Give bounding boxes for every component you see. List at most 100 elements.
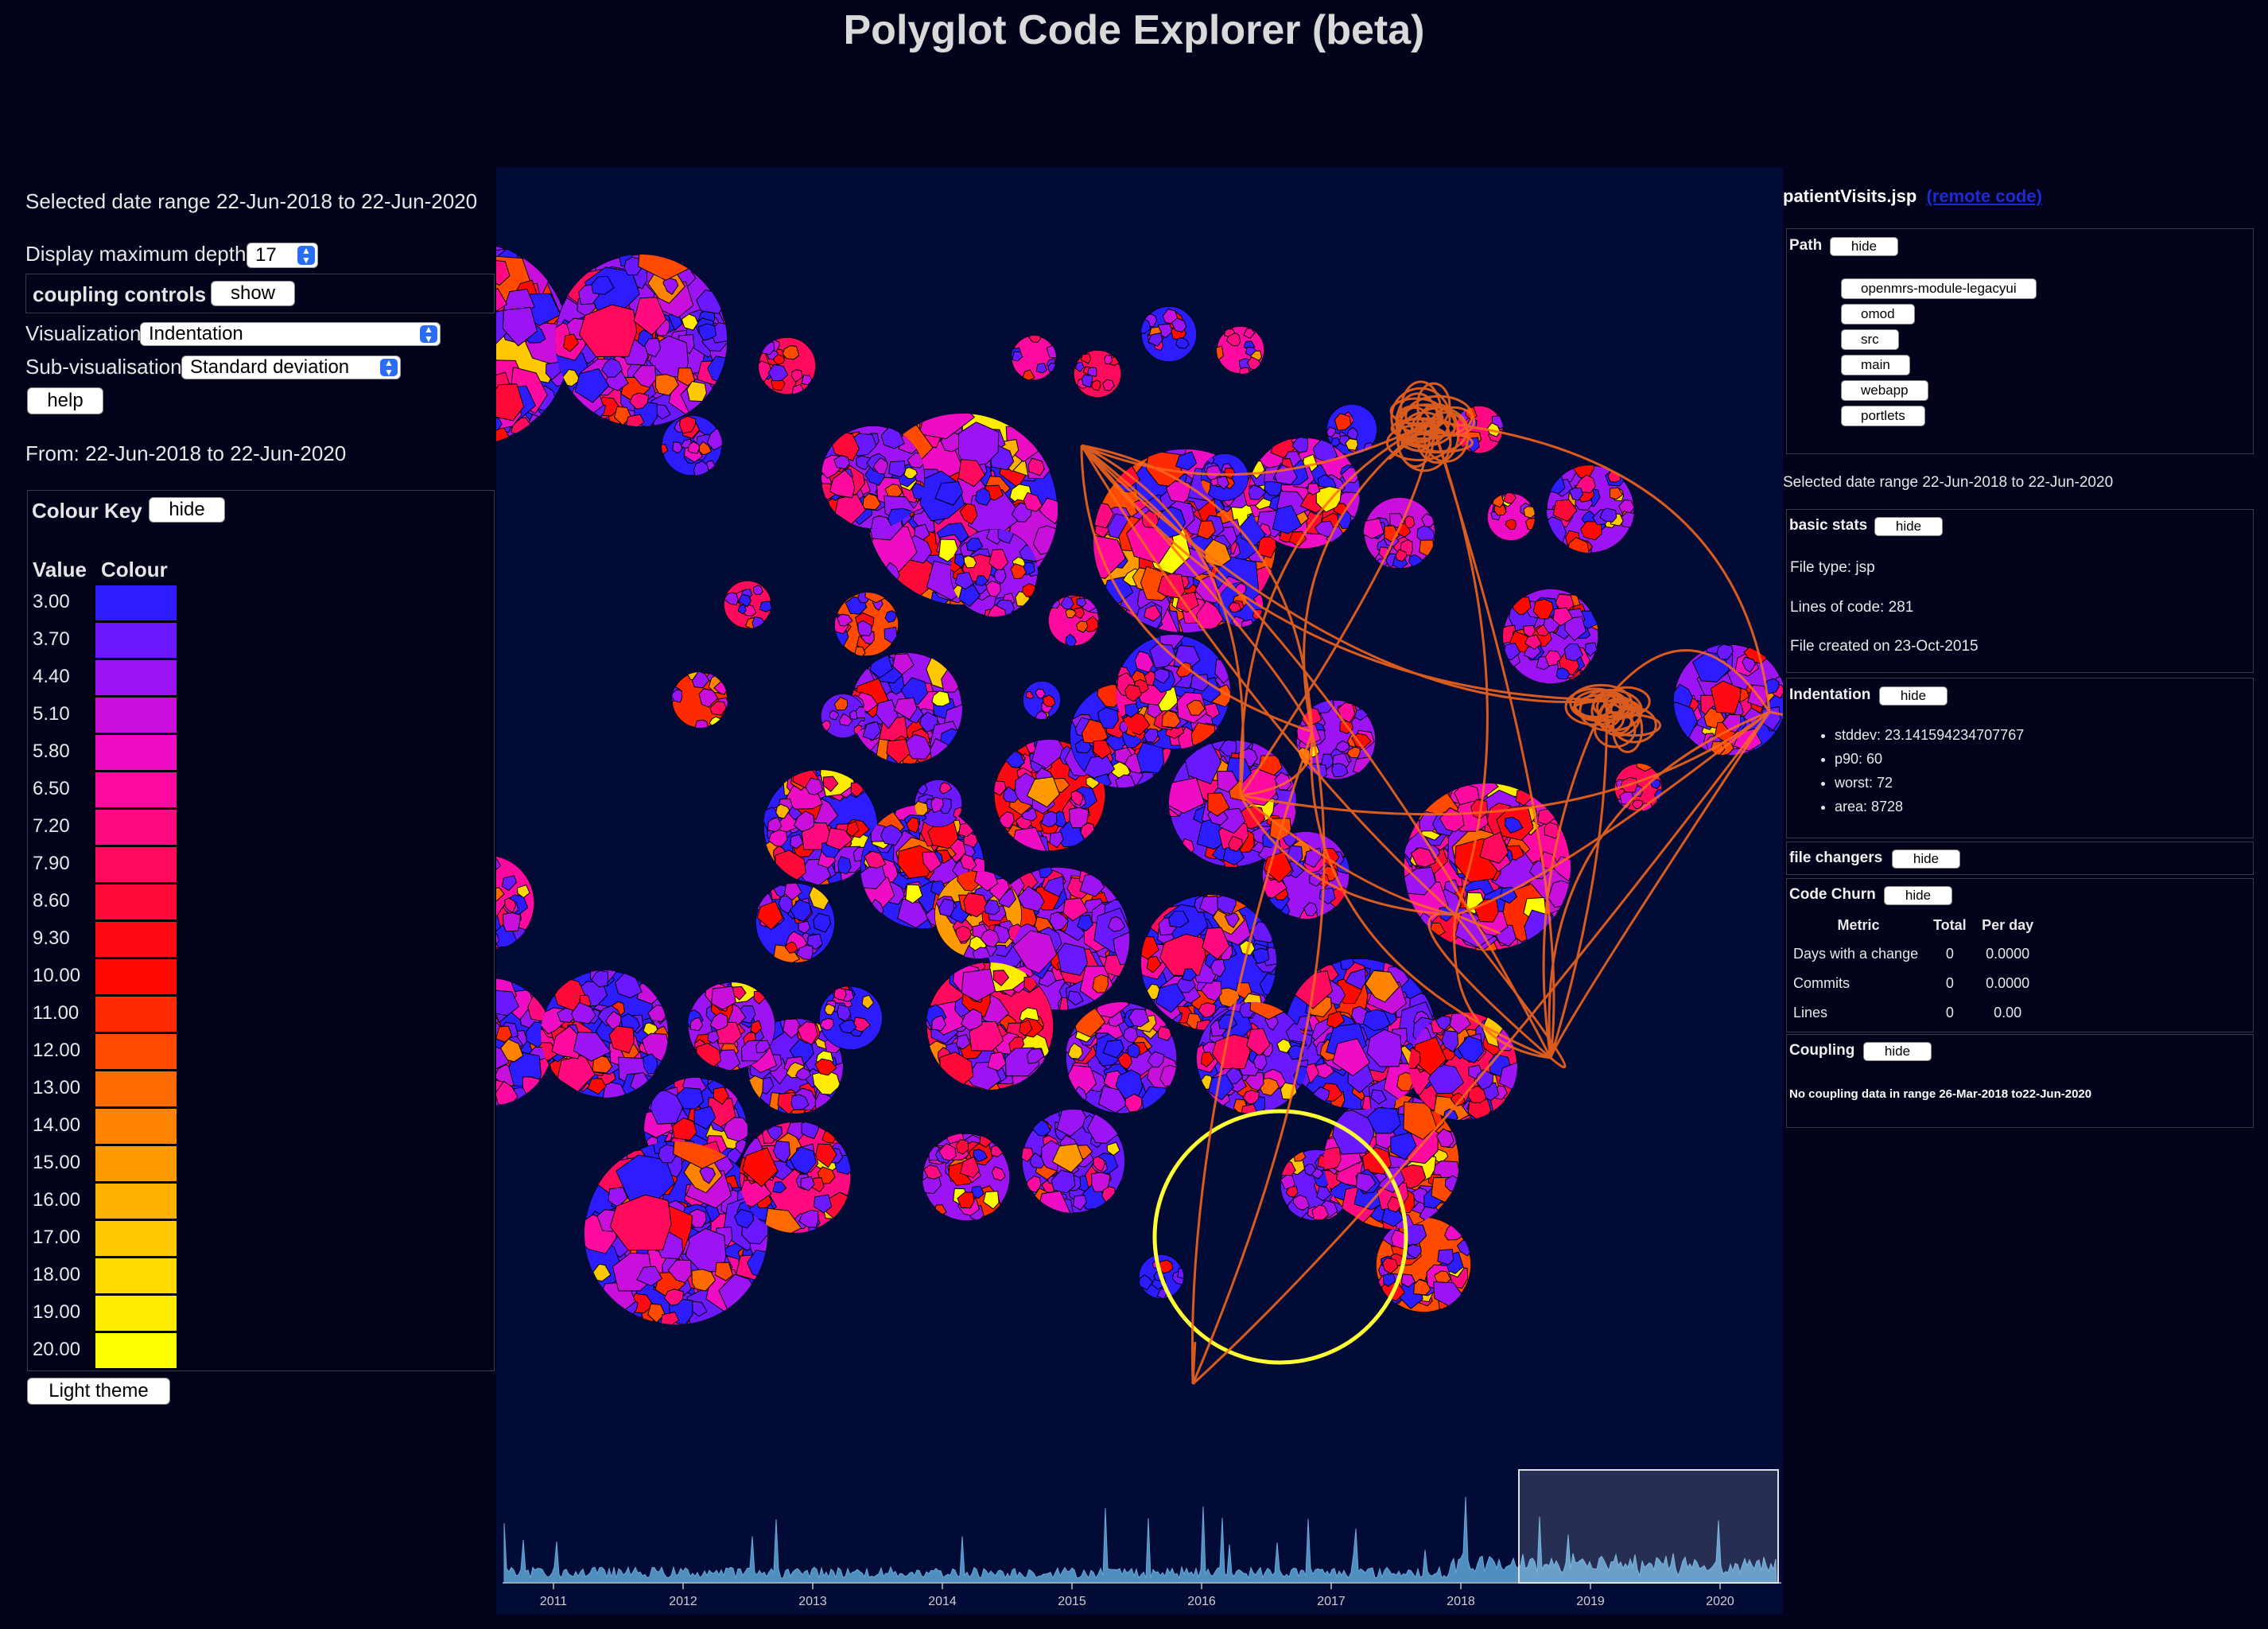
- coupling-show-button[interactable]: show: [211, 281, 295, 306]
- coupling-message: No coupling data in range 26-Mar-2018 to…: [1789, 1087, 2092, 1101]
- colour-key-row: 8.60: [33, 884, 192, 920]
- package-circle[interactable]: [530, 962, 674, 1104]
- circle-packing-view[interactable]: [496, 167, 1783, 1448]
- visualization-value: Indentation: [149, 323, 243, 344]
- package-circle[interactable]: [1498, 589, 1602, 684]
- coupling-panel: Coupling hide No coupling data in range …: [1786, 1034, 2254, 1128]
- package-circle[interactable]: [496, 964, 557, 1110]
- package-circle[interactable]: [817, 426, 929, 535]
- file-created: File created on 23-Oct-2015: [1790, 638, 1979, 655]
- path-item-button[interactable]: openmrs-module-legacyui: [1841, 278, 2037, 299]
- path-item-button[interactable]: main: [1841, 355, 1910, 375]
- package-circle[interactable]: [911, 780, 965, 827]
- colour-key-swatch: [95, 996, 177, 1032]
- colour-key-swatch: [95, 884, 177, 920]
- package-circle[interactable]: [760, 759, 878, 893]
- coupling-hide-button[interactable]: hide: [1863, 1042, 1932, 1061]
- package-circle[interactable]: [755, 883, 835, 966]
- file-changers-hide-button[interactable]: hide: [1892, 849, 1960, 869]
- package-circle[interactable]: [1212, 326, 1264, 375]
- package-circle[interactable]: [1196, 453, 1249, 501]
- path-item-button[interactable]: omod: [1841, 304, 1915, 325]
- path-list: openmrs-module-legacyui omod src main webapp…: [1841, 278, 2159, 437]
- package-circle[interactable]: [945, 527, 1044, 626]
- subvis-select[interactable]: Standard deviation ▲ ▼: [181, 356, 401, 379]
- coupling-title: Coupling: [1789, 1042, 1855, 1059]
- package-circle[interactable]: [1136, 306, 1197, 362]
- package-circle[interactable]: [923, 951, 1057, 1099]
- remote-code-link[interactable]: (remote code): [1926, 186, 2042, 206]
- package-circle[interactable]: [1023, 681, 1061, 724]
- depth-select[interactable]: 17 ▲ ▼: [247, 243, 318, 268]
- colour-key-swatch: [95, 809, 177, 846]
- package-circle[interactable]: [1361, 497, 1435, 572]
- churn-header-total: Total: [1933, 916, 1967, 933]
- colour-key-swatch: [95, 1183, 177, 1219]
- selected-date-range: Selected date range 22-Jun-2018 to 22-Ju…: [25, 189, 478, 213]
- select-arrows-icon: ▲ ▼: [297, 246, 315, 265]
- path-item-button[interactable]: webapp: [1841, 380, 1928, 401]
- help-button[interactable]: help: [27, 387, 103, 414]
- package-circle[interactable]: [1376, 1217, 1473, 1314]
- timeline-year-label: 2011: [540, 1595, 568, 1608]
- churn-cell: Days with a change: [1793, 946, 1919, 962]
- package-circle[interactable]: [1660, 640, 1783, 757]
- package-circle[interactable]: [657, 415, 727, 479]
- package-circle[interactable]: [1132, 884, 1284, 1036]
- package-circle[interactable]: [1242, 436, 1363, 549]
- package-circle[interactable]: [755, 337, 817, 400]
- colour-key-value: 3.70: [33, 628, 70, 650]
- package-circle[interactable]: [1614, 760, 1667, 814]
- package-circle[interactable]: [496, 233, 600, 451]
- colour-key-value: 13.00: [33, 1077, 81, 1098]
- path-item-button[interactable]: src: [1841, 329, 1899, 350]
- colour-key-row: 7.90: [33, 846, 192, 883]
- package-circle[interactable]: [733, 1120, 856, 1244]
- package-circle[interactable]: [920, 1131, 1010, 1221]
- package-circle[interactable]: [724, 581, 772, 632]
- package-circle[interactable]: [829, 587, 899, 659]
- code-churn-title: Code Churn: [1789, 886, 1876, 903]
- package-circle[interactable]: [819, 982, 883, 1050]
- package-circle[interactable]: [1074, 350, 1121, 398]
- package-circle[interactable]: [1009, 332, 1061, 380]
- table-row: Days with a change 0 0.0000: [1788, 939, 2045, 969]
- package-circles[interactable]: [496, 167, 1783, 1340]
- colour-key-value: 19.00: [33, 1301, 81, 1323]
- timeline-year-label: 2017: [1317, 1595, 1346, 1608]
- package-circle[interactable]: [544, 240, 741, 441]
- visualization-area[interactable]: 2011 2012 2013 2014 2015 2016 2017 2018 2019 2020: [496, 167, 1783, 1615]
- package-circle[interactable]: [1189, 988, 1316, 1118]
- package-circle[interactable]: [1048, 595, 1102, 647]
- package-circle[interactable]: [496, 848, 534, 958]
- basic-stats-hide-button[interactable]: hide: [1874, 517, 1943, 536]
- package-circle[interactable]: [1397, 1012, 1524, 1127]
- colour-key-hide-button[interactable]: hide: [149, 497, 225, 523]
- path-hide-button[interactable]: hide: [1830, 237, 1898, 256]
- package-circle[interactable]: [1278, 952, 1449, 1123]
- colour-key-swatch: [95, 1033, 177, 1070]
- colour-key-row: 10.00: [33, 958, 192, 995]
- colour-key-swatch: [95, 585, 177, 621]
- colour-key-value: 5.10: [33, 703, 70, 725]
- colour-key-value: 6.50: [33, 778, 70, 799]
- colour-key-value: 10.00: [33, 965, 81, 986]
- depth-value: 17: [255, 244, 277, 266]
- colour-key-panel: Colour Key hide Value Colour 3.00 3.70 4.4…: [27, 490, 495, 1371]
- package-circle[interactable]: [1293, 690, 1376, 783]
- package-circle[interactable]: [1540, 455, 1636, 560]
- package-circle[interactable]: [666, 666, 730, 733]
- timeline-chart[interactable]: 2011 2012 2013 2014 2015 2016 2017 2018 2019 2020: [496, 1448, 1783, 1615]
- colour-key-swatch: [95, 659, 177, 696]
- table-row: Commits 0 0.0000: [1788, 969, 2045, 998]
- code-churn-hide-button[interactable]: hide: [1884, 886, 1952, 905]
- churn-cell: 0.0000: [1986, 975, 2030, 991]
- timeline-brush-selection[interactable]: [1518, 1469, 1779, 1584]
- package-circle[interactable]: [1020, 1102, 1125, 1227]
- light-theme-button[interactable]: Light theme: [27, 1378, 170, 1405]
- path-item-button[interactable]: portlets: [1841, 406, 1925, 426]
- package-circle[interactable]: [1487, 492, 1540, 541]
- indentation-hide-button[interactable]: hide: [1879, 686, 1948, 706]
- page-title: Polyglot Code Explorer (beta): [843, 7, 1425, 53]
- visualization-select[interactable]: Indentation ▲ ▼: [140, 322, 441, 346]
